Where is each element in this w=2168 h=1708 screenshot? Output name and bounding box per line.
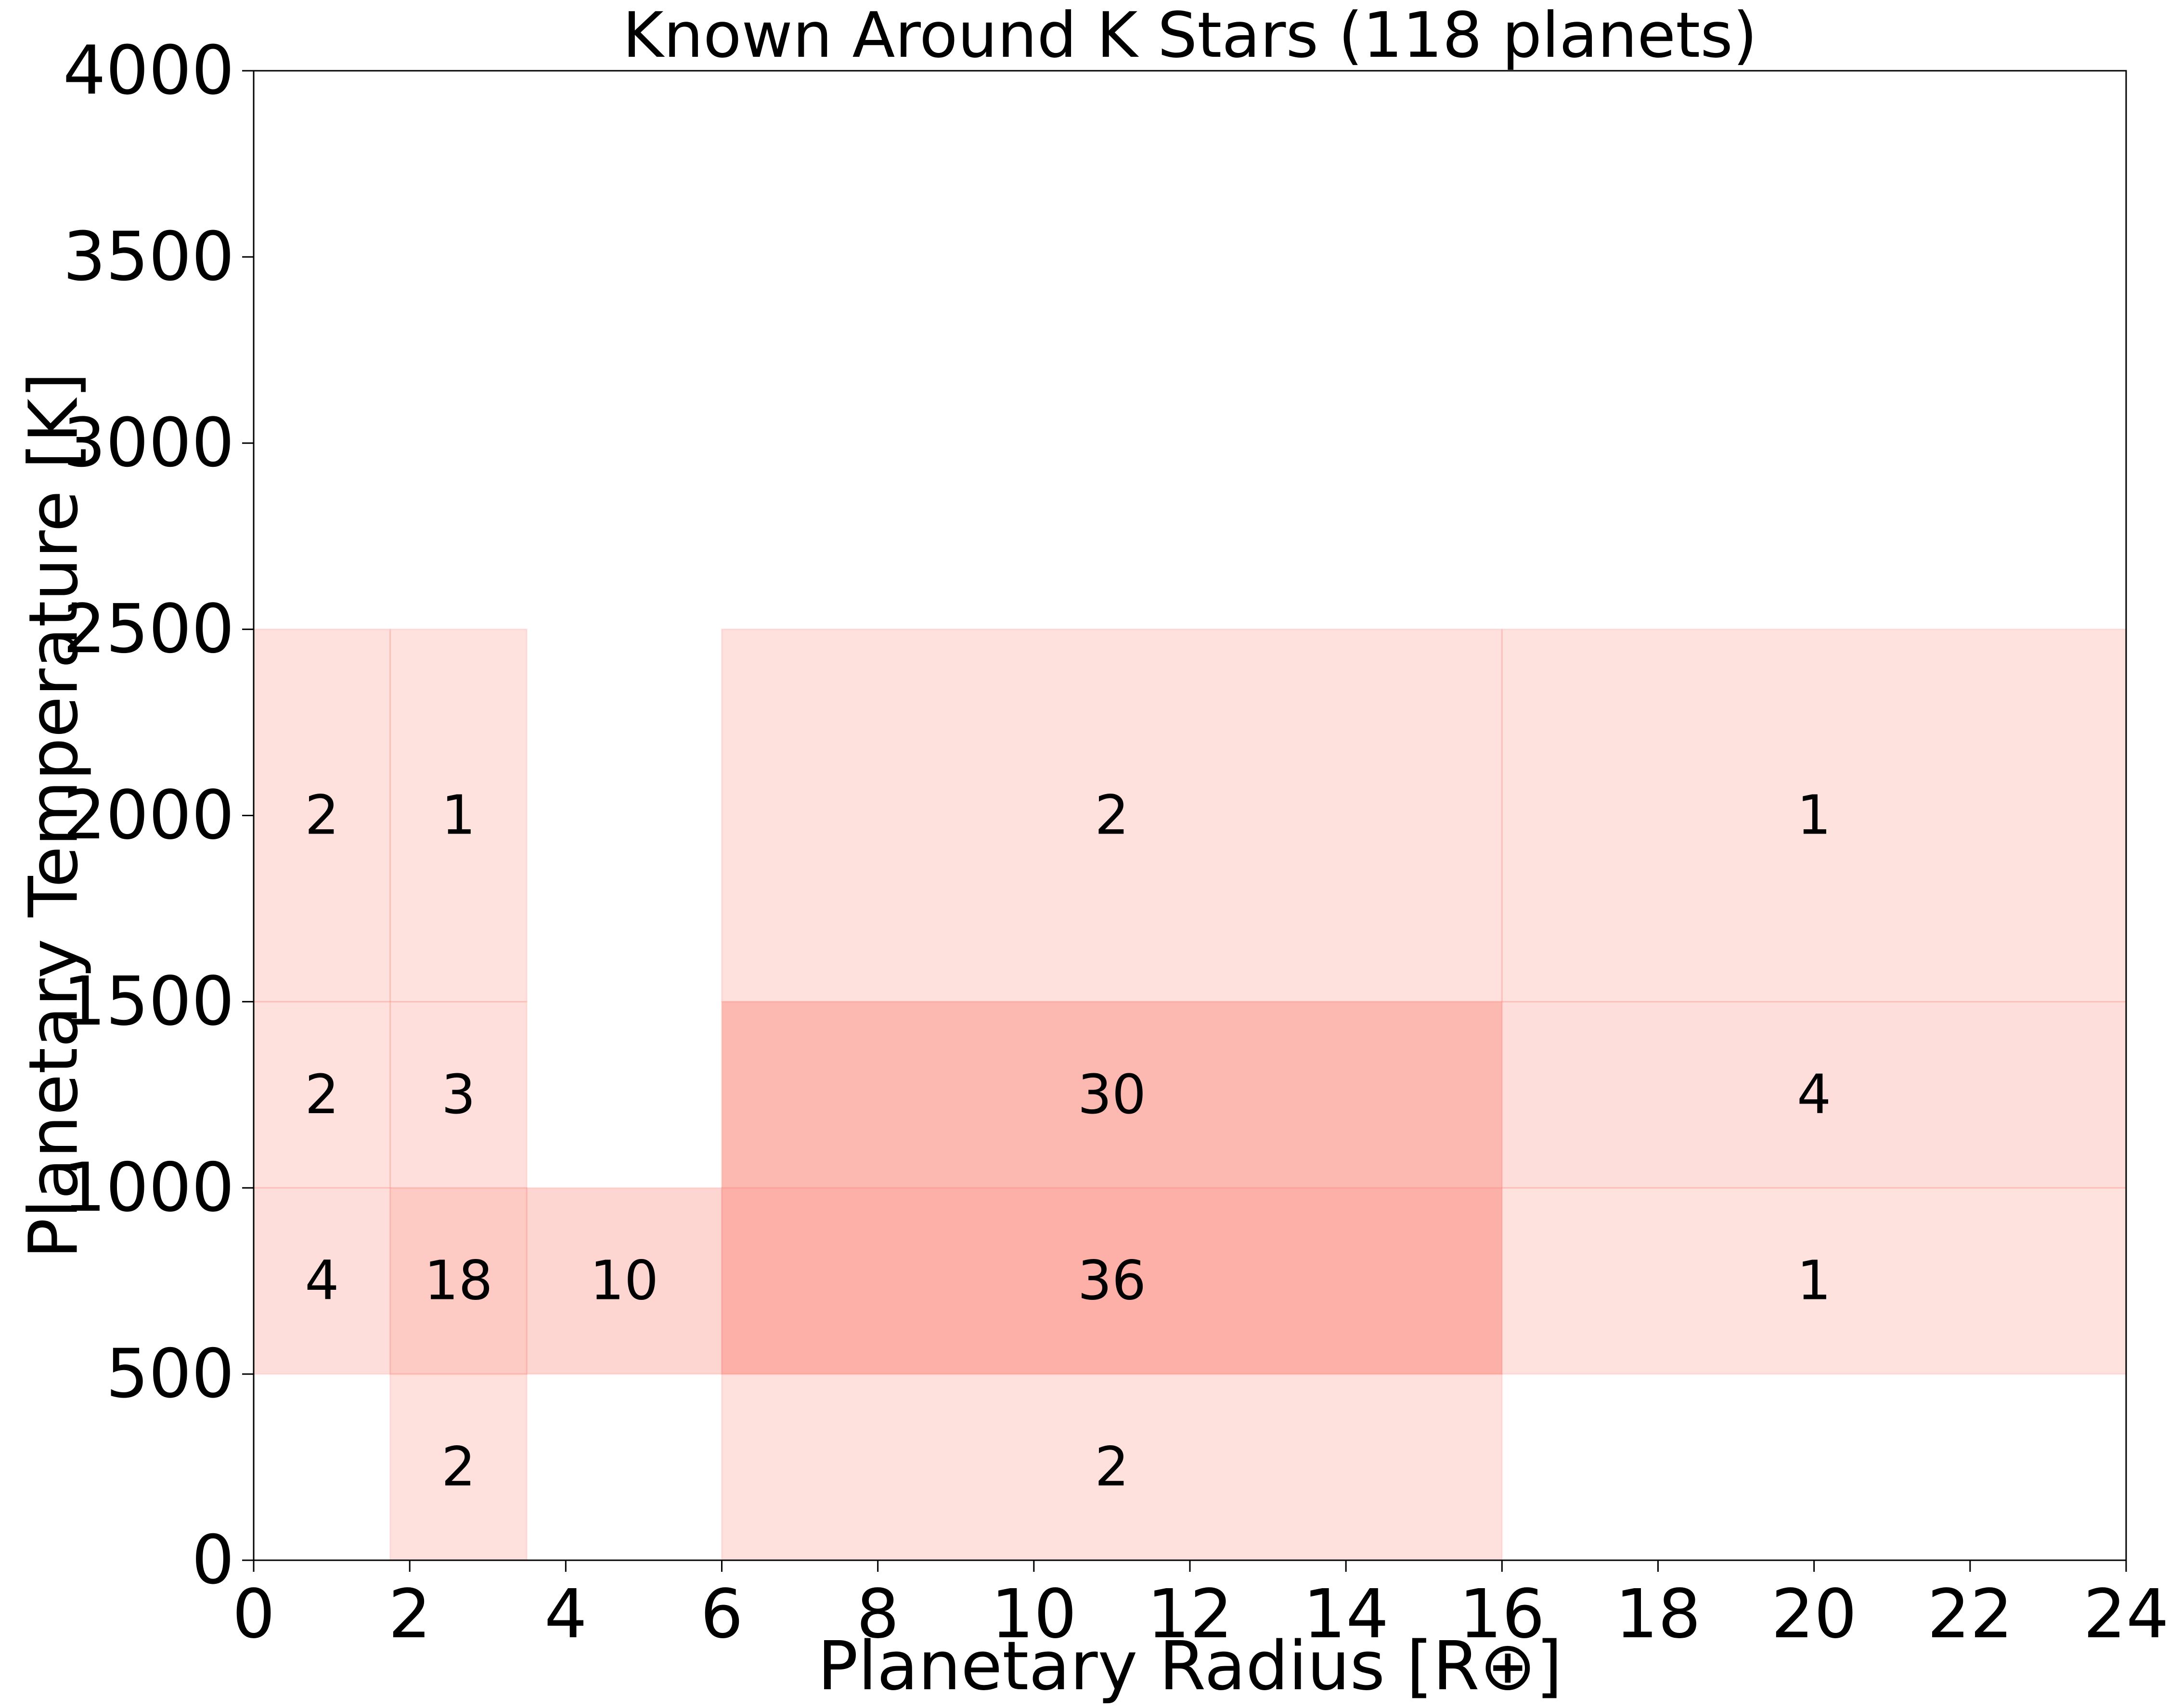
heatmap-cell [721,629,1503,1002]
x-tick-label: 2 [388,1575,431,1654]
cell-count-label: 2 [1095,784,1129,847]
x-axis-label: Planetary Radius [R⊕] [817,1627,1562,1706]
heatmap-cell [389,1001,528,1189]
y-tick-label: 1500 [63,963,234,1041]
x-tick-label: 24 [2083,1575,2168,1654]
cell-count-label: 2 [305,784,339,847]
cell-count-label: 1 [1797,1250,1831,1312]
y-tick-label: 0 [192,1521,234,1600]
y-tick-label: 4000 [63,32,234,110]
cell-count-label: 1 [441,784,476,847]
x-tick-label: 10 [991,1575,1077,1654]
cell-count-label: 2 [1095,1436,1129,1499]
chart-title: Known Around K Stars (118 planets) [622,0,1757,72]
cell-count-label: 4 [305,1250,339,1312]
y-tick-label: 1000 [63,1149,234,1227]
heatmap-cell [389,629,528,1002]
y-tick-label: 500 [106,1335,234,1413]
cell-count-label: 4 [1797,1064,1831,1126]
heatmap-cell [389,1187,528,1375]
heatmap-cell [1501,629,2127,1002]
cell-count-labels: 2 1 2 1 2 3 30 4 4 18 10 36 1 2 2 [305,784,1831,1499]
cell-count-label: 30 [1078,1064,1147,1126]
cell-count-label: 2 [441,1436,476,1499]
x-tick-label: 6 [700,1575,743,1654]
heatmap-cell [721,1187,1503,1375]
x-tick-label: 16 [1459,1575,1545,1654]
y-tick-label: 2000 [63,776,234,855]
y-axis-ticks: 0 500 1000 1500 2000 2500 3000 3500 4000 [63,32,254,1600]
heatmap-cell [1501,1187,2127,1375]
cell-count-label: 10 [590,1250,659,1312]
heatmap-cell [721,1373,1503,1561]
heatmap-cell [1501,1001,2127,1189]
x-tick-label: 14 [1303,1575,1389,1654]
x-tick-label: 22 [1927,1575,2013,1654]
y-tick-label: 3500 [63,218,234,296]
y-axis-label: Planetary Temperature [K] [15,372,93,1259]
heatmap-cells [253,629,2127,1561]
x-tick-label: 18 [1615,1575,1701,1654]
x-tick-label: 20 [1771,1575,1857,1654]
x-tick-label: 4 [544,1575,587,1654]
heatmap-cell [721,1001,1503,1189]
heatmap-cell [389,1373,528,1561]
y-tick-label: 3000 [63,404,234,482]
cell-count-label: 18 [424,1250,493,1312]
x-tick-label: 8 [856,1575,899,1654]
heatmap-cell [253,1001,391,1189]
x-tick-label: 12 [1147,1575,1233,1654]
x-tick-label: 0 [232,1575,275,1654]
cell-count-label: 3 [441,1064,476,1126]
cell-count-label: 1 [1797,784,1831,847]
cell-count-label: 2 [305,1064,339,1126]
y-tick-label: 2500 [63,590,234,668]
heatmap-cell [253,629,391,1002]
x-axis-ticks: 0 2 4 6 8 10 12 14 16 18 20 22 24 [232,1560,2168,1654]
cell-count-label: 36 [1078,1250,1147,1312]
